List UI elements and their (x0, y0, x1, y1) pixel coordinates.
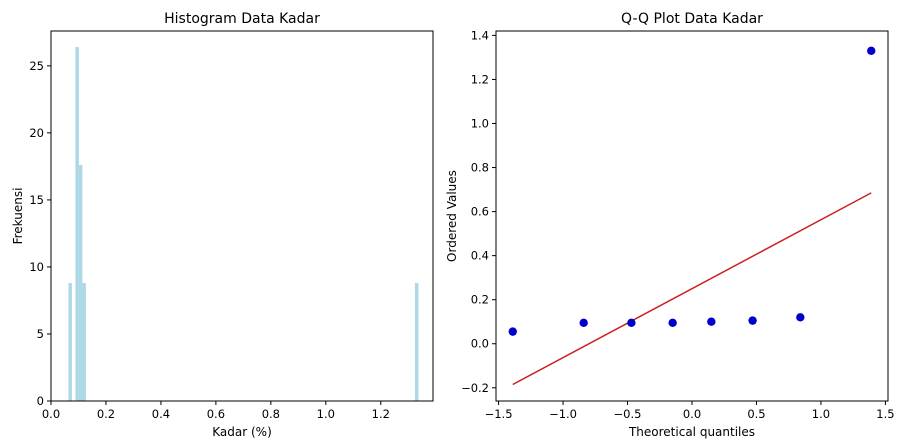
qq-ylabel: Ordered Values (445, 170, 459, 262)
histogram-xtick-label: 1.2 (372, 407, 390, 421)
qq-xtick-label: −1.5 (485, 407, 513, 421)
qq-axes-frame (495, 30, 889, 402)
histogram-xtick-label: 0.4 (152, 407, 170, 421)
qq-point (508, 327, 517, 336)
qq-ytick-label: 0.6 (471, 205, 489, 219)
qq-point (627, 318, 636, 328)
qq-ytick-label: 1.2 (471, 72, 489, 86)
histogram-xlabel: Kadar (%) (212, 425, 272, 439)
histogram-ylabel: Frekuensi (11, 188, 25, 245)
histogram-ytick-label: 10 (29, 260, 44, 274)
qq-xtick-label: −1.0 (549, 407, 577, 421)
histogram-bar (68, 283, 72, 401)
histogram-xtick-label: 0.2 (97, 407, 115, 421)
histogram-bar (82, 283, 86, 401)
qq-ytick-label: 0.2 (471, 293, 489, 307)
histogram-panel: Histogram Data Kadar 0.0 0.2 0.4 0.6 0.8 1.0 1… (11, 11, 434, 439)
histogram-ytick-label: 5 (37, 327, 44, 341)
qq-plot-area: −1.5 −1.0 −0.5 0.0 0.5 1.0 1.5 −0.2 0.0 0.2 0.4 0.6… (461, 28, 895, 421)
qq-ytick-label: 1.0 (471, 117, 489, 131)
qq-point (707, 317, 716, 326)
qq-xtick-label: 0.5 (747, 407, 765, 421)
qq-point (748, 316, 757, 325)
qq-ytick-label: 0.8 (471, 161, 489, 175)
qq-point (579, 318, 588, 328)
qq-title: Q-Q Plot Data Kadar (621, 11, 763, 27)
histogram-ytick-label: 0 (37, 394, 44, 408)
qq-plot-panel: Q-Q Plot Data Kadar −1.5 −1.0 −0.5 0.0 0.5 1.… (445, 11, 895, 439)
histogram-plot-area: 0.0 0.2 0.4 0.6 0.8 1.0 1.2 0 5 10 15 20 25 (29, 30, 434, 421)
histogram-axes-frame (50, 30, 434, 402)
histogram-xtick-label: 1.0 (317, 407, 335, 421)
histogram-title: Histogram Data Kadar (164, 11, 320, 27)
qq-xtick-label: 0.0 (683, 407, 701, 421)
qq-point (867, 46, 876, 56)
qq-xlabel: Theoretical quantiles (628, 425, 755, 439)
qq-point (668, 318, 677, 328)
qq-ytick-label: 0.0 (471, 337, 489, 351)
qq-fit-line (512, 192, 872, 386)
histogram-ytick-label: 15 (29, 193, 44, 207)
qq-ytick-label: 1.4 (471, 28, 489, 42)
histogram-ytick-label: 20 (29, 126, 44, 140)
histogram-xtick-label: 0.8 (262, 407, 280, 421)
qq-ytick-label: −0.2 (461, 381, 489, 395)
histogram-xtick-label: 0.0 (42, 407, 60, 421)
histogram-bar (414, 283, 419, 401)
qq-xtick-label: 1.0 (812, 407, 830, 421)
qq-xtick-label: 1.5 (876, 407, 894, 421)
qq-ytick-label: 0.4 (471, 249, 489, 263)
histogram-bar (75, 47, 79, 402)
histogram-bar (78, 165, 83, 401)
histogram-ytick-label: 25 (29, 59, 44, 73)
qq-xtick-label: −0.5 (614, 407, 642, 421)
histogram-xtick-label: 0.6 (207, 407, 225, 421)
qq-point (796, 313, 805, 322)
